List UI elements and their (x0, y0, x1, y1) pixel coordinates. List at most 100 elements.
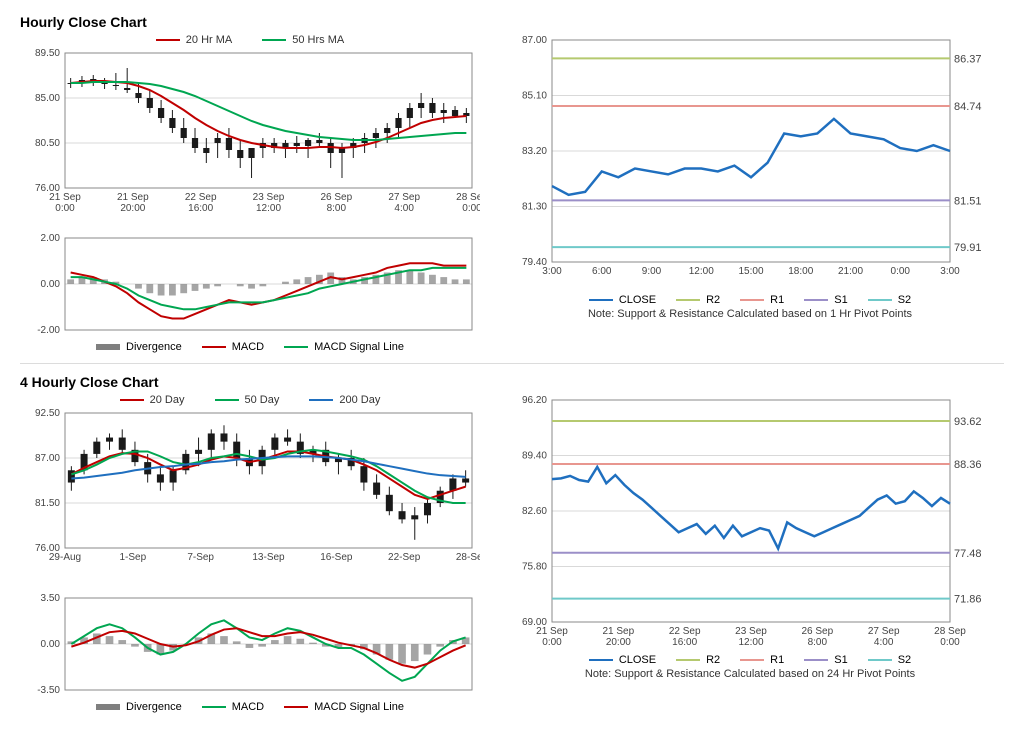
legend-label: 50 Day (245, 394, 280, 406)
svg-text:88.36: 88.36 (954, 459, 982, 471)
legend-item: 200 Day (309, 394, 380, 406)
legend-label: R2 (706, 294, 720, 306)
svg-text:89.40: 89.40 (522, 451, 547, 462)
legend-swatch (309, 399, 333, 401)
legend-swatch (868, 299, 892, 301)
section2-sr-legend: CLOSE R2 R1 S1 S2 (510, 654, 990, 666)
svg-text:3.50: 3.50 (41, 594, 61, 604)
svg-text:22 Sep16:00: 22 Sep16:00 (185, 192, 217, 214)
svg-text:84.74: 84.74 (954, 101, 982, 113)
legend-item: S2 (868, 654, 911, 666)
legend-label: MACD (232, 341, 264, 353)
svg-text:15:00: 15:00 (738, 266, 763, 277)
svg-text:2.00: 2.00 (41, 234, 61, 244)
svg-text:85.00: 85.00 (35, 93, 60, 104)
legend-label: 200 Day (339, 394, 380, 406)
svg-text:81.51: 81.51 (954, 195, 982, 207)
legend-label: 50 Hrs MA (292, 34, 344, 46)
legend-swatch (156, 39, 180, 41)
svg-text:3:00: 3:00 (542, 266, 562, 277)
svg-text:80.50: 80.50 (35, 138, 60, 149)
legend-item: R2 (676, 294, 720, 306)
svg-text:89.50: 89.50 (35, 48, 60, 59)
legend-item: MACD Signal Line (284, 701, 404, 713)
svg-text:21 Sep20:00: 21 Sep20:00 (602, 626, 634, 648)
legend-item: R1 (740, 294, 784, 306)
legend-item: R2 (676, 654, 720, 666)
svg-text:13-Sep: 13-Sep (252, 552, 285, 563)
legend-item: CLOSE (589, 294, 656, 306)
svg-text:79.91: 79.91 (954, 242, 982, 254)
section1-main-legend: 20 Hr MA 50 Hrs MA (20, 34, 480, 46)
svg-text:75.80: 75.80 (522, 562, 547, 573)
legend-item: 20 Day (120, 394, 185, 406)
legend-swatch (202, 706, 226, 708)
section2-main-legend: 20 Day 50 Day 200 Day (20, 394, 480, 406)
section1-row: 20 Hr MA50 Hrs MA 76.0080.5085.0089.5021… (20, 32, 1004, 353)
svg-text:0.00: 0.00 (41, 279, 61, 290)
svg-text:0.00: 0.00 (41, 639, 61, 650)
legend-label: MACD (232, 701, 264, 713)
section1-macd-chart: -2.00 0.00 2.00 (20, 234, 480, 339)
legend-label: R1 (770, 654, 784, 666)
legend-item: 50 Day (215, 394, 280, 406)
svg-text:3:00: 3:00 (940, 266, 960, 277)
legend-label: MACD Signal Line (314, 341, 404, 353)
legend-item: Divergence (96, 341, 182, 353)
section2-sr-chart: 69.0075.8082.6089.4096.2021 Sep0:0021 Se… (510, 392, 990, 652)
svg-text:16-Sep: 16-Sep (320, 552, 353, 563)
svg-text:82.60: 82.60 (522, 506, 547, 517)
legend-swatch (676, 299, 700, 301)
section2-macd-legend: Divergence MACD MACD Signal Line (20, 701, 480, 713)
section2-macd-chart: -3.50 0.00 3.50 (20, 594, 480, 699)
legend-swatch (202, 346, 226, 348)
svg-text:7-Sep: 7-Sep (187, 552, 214, 563)
legend-swatch (804, 299, 828, 301)
svg-text:9:00: 9:00 (642, 266, 662, 277)
legend-label: CLOSE (619, 654, 656, 666)
svg-text:93.62: 93.62 (954, 416, 982, 428)
svg-text:81.50: 81.50 (35, 498, 60, 509)
legend-item: MACD (202, 701, 264, 713)
legend-label: S1 (834, 654, 847, 666)
svg-text:81.30: 81.30 (522, 202, 547, 213)
svg-text:96.20: 96.20 (522, 395, 547, 406)
svg-text:87.00: 87.00 (35, 453, 60, 464)
svg-text:18:00: 18:00 (788, 266, 813, 277)
legend-label: 20 Day (150, 394, 185, 406)
legend-swatch (96, 704, 120, 710)
legend-swatch (284, 346, 308, 348)
svg-text:29-Aug: 29-Aug (49, 552, 81, 563)
svg-text:21:00: 21:00 (838, 266, 863, 277)
legend-item: S1 (804, 294, 847, 306)
section2-row: 20 Day50 Day200 Day 76.0081.5087.0092.50… (20, 392, 1004, 713)
svg-text:-3.50: -3.50 (37, 685, 60, 696)
svg-text:83.20: 83.20 (522, 146, 547, 157)
legend-item: S1 (804, 654, 847, 666)
legend-label: CLOSE (619, 294, 656, 306)
legend-label: 20 Hr MA (186, 34, 232, 46)
legend-swatch (589, 299, 613, 301)
svg-text:-2.00: -2.00 (37, 325, 60, 336)
legend-label: Divergence (126, 701, 182, 713)
legend-swatch (740, 659, 764, 661)
section2-title: 4 Hourly Close Chart (20, 374, 1004, 390)
legend-item: 20 Hr MA (156, 34, 232, 46)
svg-text:22-Sep: 22-Sep (388, 552, 421, 563)
svg-text:85.10: 85.10 (522, 91, 547, 102)
legend-item: R1 (740, 654, 784, 666)
legend-item: MACD (202, 341, 264, 353)
section2-note: Note: Support & Resistance Calculated ba… (510, 668, 990, 680)
svg-text:22 Sep16:00: 22 Sep16:00 (669, 626, 701, 648)
svg-text:21 Sep20:00: 21 Sep20:00 (117, 192, 149, 214)
section1-sr-legend: CLOSE R2 R1 S1 S2 (510, 294, 990, 306)
legend-item: Divergence (96, 701, 182, 713)
svg-text:0:00: 0:00 (891, 266, 911, 277)
legend-swatch (804, 659, 828, 661)
svg-text:12:00: 12:00 (689, 266, 714, 277)
section1-note: Note: Support & Resistance Calculated ba… (510, 308, 990, 320)
legend-label: S2 (898, 294, 911, 306)
svg-text:77.48: 77.48 (954, 548, 982, 560)
legend-swatch (215, 399, 239, 401)
legend-swatch (96, 344, 120, 350)
